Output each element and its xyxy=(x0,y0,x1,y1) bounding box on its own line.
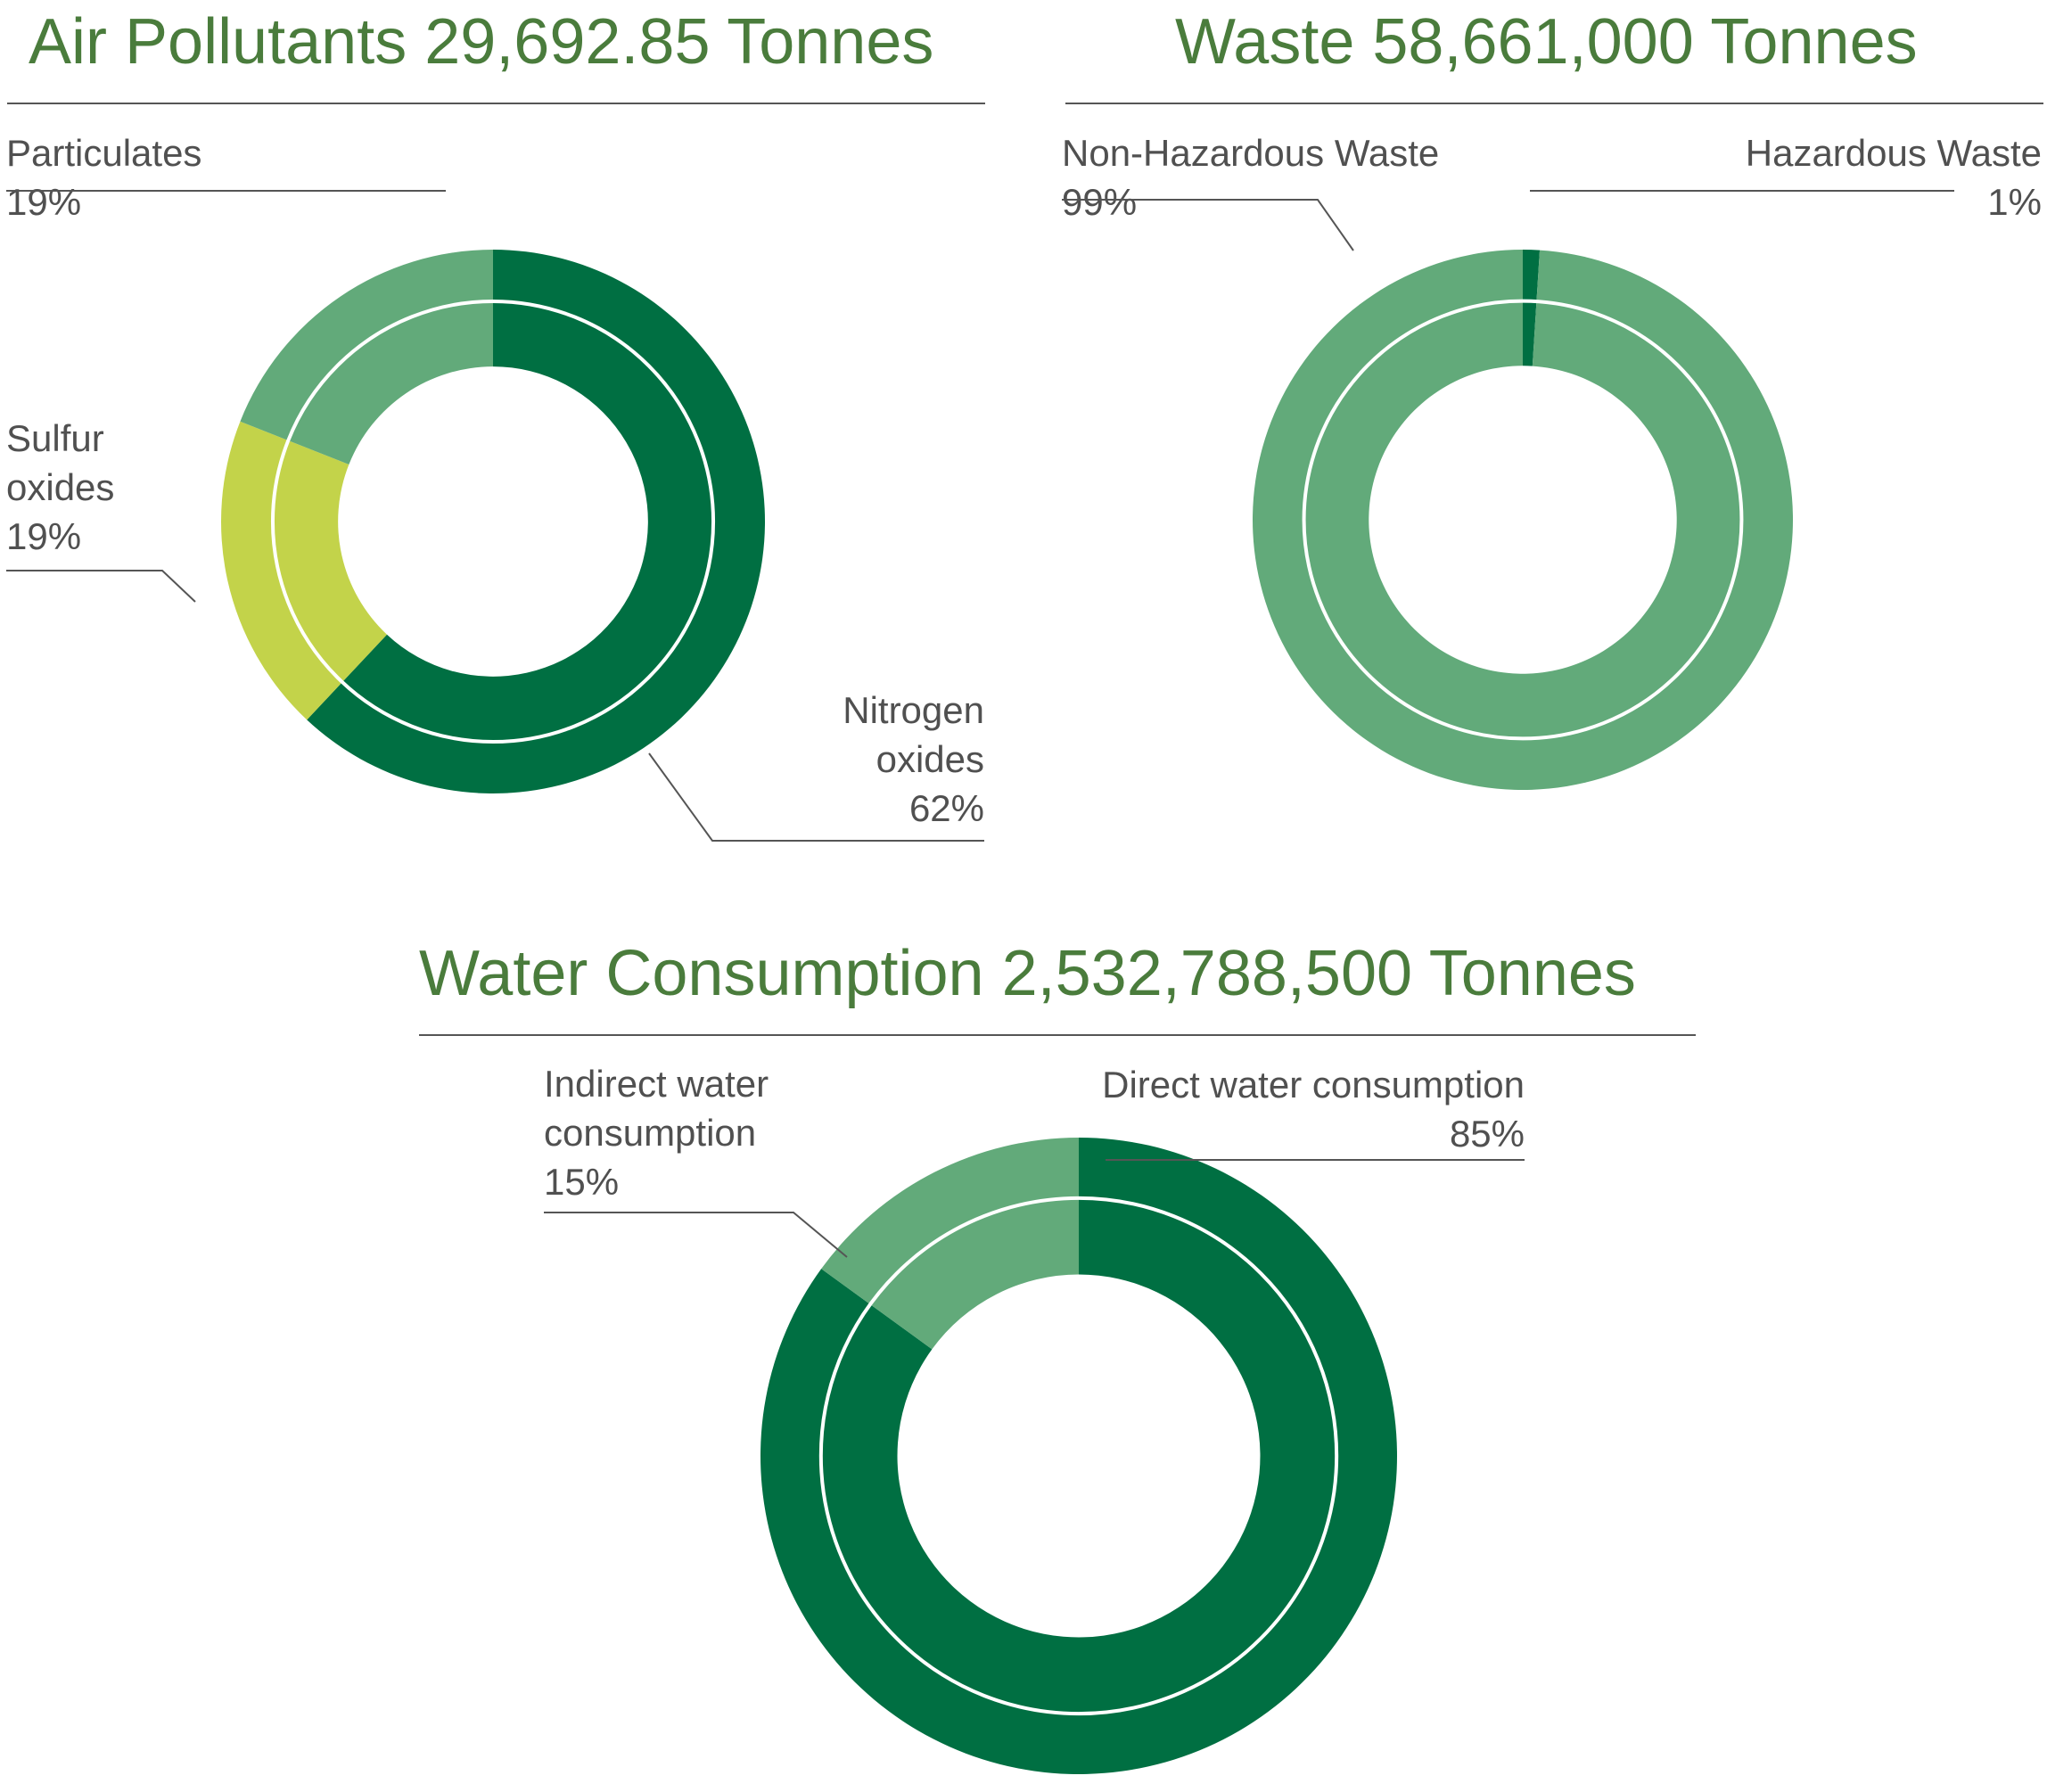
direct-water-label-value: 85% xyxy=(1450,1113,1525,1155)
particulates-label-name: Particulates xyxy=(6,132,201,174)
nitrogen-oxides-leader-line xyxy=(648,752,984,842)
hazardous-waste-label-value: 1% xyxy=(1987,181,2042,223)
slice-hazardous-waste xyxy=(1523,250,1541,366)
hazardous-waste-label-name: Hazardous Waste xyxy=(1746,132,2042,174)
indirect-water-label: Indirect water consumption 15% xyxy=(544,1063,848,1258)
indirect-water-label-value: 15% xyxy=(544,1161,619,1203)
water-consumption-title: Water Consumption 2,532,788,500 Tonnes xyxy=(419,938,1636,1009)
non-hazardous-waste-leader-line xyxy=(1062,199,1354,251)
direct-water-label-name: Direct water consumption xyxy=(1102,1064,1525,1106)
direct-water-label: Direct water consumption 85% xyxy=(1102,1064,1525,1161)
ring-separator xyxy=(270,299,716,744)
slice-nitrogen-oxides xyxy=(307,250,765,793)
waste-title: Waste 58,661,000 Tonnes xyxy=(1175,6,1918,78)
waste-donut xyxy=(1252,250,1793,790)
slice-particulates xyxy=(240,250,493,465)
slice-indirect-water-consumption xyxy=(821,1138,1079,1350)
sulfur-oxides-label-value: 19% xyxy=(6,515,81,557)
waste-chart: Waste 58,661,000 Tonnes Non-Hazardous Wa… xyxy=(1062,6,2043,790)
nitrogen-oxides-label-line2: oxides xyxy=(876,738,984,780)
nitrogen-oxides-label-value: 62% xyxy=(909,787,984,829)
slice-non-hazardous-waste xyxy=(1252,250,1793,790)
air-pollutants-title: Air Pollutants 29,692.85 Tonnes xyxy=(29,6,933,78)
sulfur-oxides-label-line1: Sulfur xyxy=(6,417,104,459)
air-pollutants-donut xyxy=(221,250,765,793)
particulates-label: Particulates 19% xyxy=(6,132,446,223)
hazardous-waste-label: Hazardous Waste 1% xyxy=(1530,132,2042,223)
slice-direct-water-consumption xyxy=(760,1138,1397,1775)
non-hazardous-waste-label: Non-Hazardous Waste 99% xyxy=(1062,132,1439,251)
sulfur-oxides-label: Sulfur oxides 19% xyxy=(6,417,196,603)
water-consumption-donut xyxy=(760,1138,1397,1775)
water-consumption-chart: Water Consumption 2,532,788,500 Tonnes I… xyxy=(419,938,1696,1775)
ring-separator xyxy=(1302,299,1744,741)
non-hazardous-waste-label-name: Non-Hazardous Waste xyxy=(1062,132,1439,174)
nitrogen-oxides-label: Nitrogen oxides 62% xyxy=(648,689,984,842)
sulfur-oxides-label-line2: oxides xyxy=(6,466,114,508)
slice-sulfur-oxides xyxy=(221,421,387,720)
sulfur-oxides-leader-line xyxy=(6,570,196,603)
ring-separator xyxy=(818,1196,1339,1716)
non-hazardous-waste-label-value: 99% xyxy=(1062,181,1137,223)
indirect-water-leader-line xyxy=(544,1212,848,1258)
particulates-label-value: 19% xyxy=(6,181,81,223)
air-pollutants-chart: Air Pollutants 29,692.85 Tonnes Particul… xyxy=(6,6,985,842)
nitrogen-oxides-label-line1: Nitrogen xyxy=(843,689,984,731)
indirect-water-label-line1: Indirect water xyxy=(544,1063,769,1105)
indirect-water-label-line2: consumption xyxy=(544,1112,756,1154)
